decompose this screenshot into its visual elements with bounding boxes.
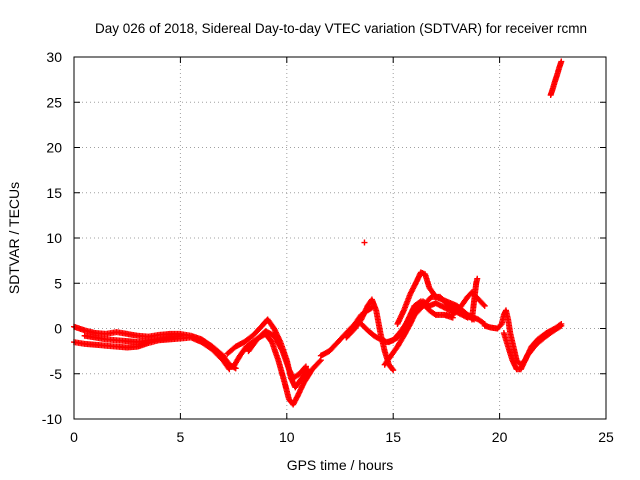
data-point <box>316 358 323 365</box>
plot-frame <box>73 56 607 420</box>
axis-ticks: 0 5 10 15 20 25 -10 -5 0 5 10 15 20 25 30 <box>42 49 614 445</box>
chart-title: Day 026 of 2018, Sidereal Day-to-day VTE… <box>95 21 587 36</box>
data-points <box>71 58 565 408</box>
x-tick-label: 10 <box>279 429 295 445</box>
data-point <box>481 302 488 309</box>
data-point <box>389 366 396 373</box>
x-tick-label: 25 <box>598 429 614 445</box>
x-tick-label: 15 <box>385 429 401 445</box>
x-axis-label: GPS time / hours <box>287 457 394 473</box>
y-tick-label: 30 <box>46 49 62 65</box>
y-tick-label: 15 <box>46 185 62 201</box>
x-tick-label: 20 <box>492 429 508 445</box>
data-point <box>558 58 565 65</box>
data-point <box>557 323 564 330</box>
grid-lines <box>74 57 606 419</box>
y-tick-label: 0 <box>54 321 62 337</box>
y-tick-label: 25 <box>46 94 62 110</box>
y-tick-label: 5 <box>54 275 62 291</box>
y-tick-label: -10 <box>42 411 62 427</box>
data-point <box>302 364 309 371</box>
y-tick-label: -5 <box>50 366 63 382</box>
data-point <box>302 363 309 370</box>
data-point <box>225 364 232 371</box>
y-tick-label: 10 <box>46 230 62 246</box>
x-tick-label: 5 <box>177 429 185 445</box>
data-point <box>390 367 397 374</box>
y-axis-label: SDTVAR / TECUs <box>6 182 22 294</box>
data-point <box>558 322 565 329</box>
x-tick-label: 0 <box>70 429 78 445</box>
data-point <box>361 239 368 246</box>
data-point <box>480 301 487 308</box>
y-tick-label: 20 <box>46 140 62 156</box>
data-point <box>480 320 487 327</box>
data-point <box>474 275 481 282</box>
data-point <box>177 332 184 339</box>
data-point <box>226 366 233 373</box>
